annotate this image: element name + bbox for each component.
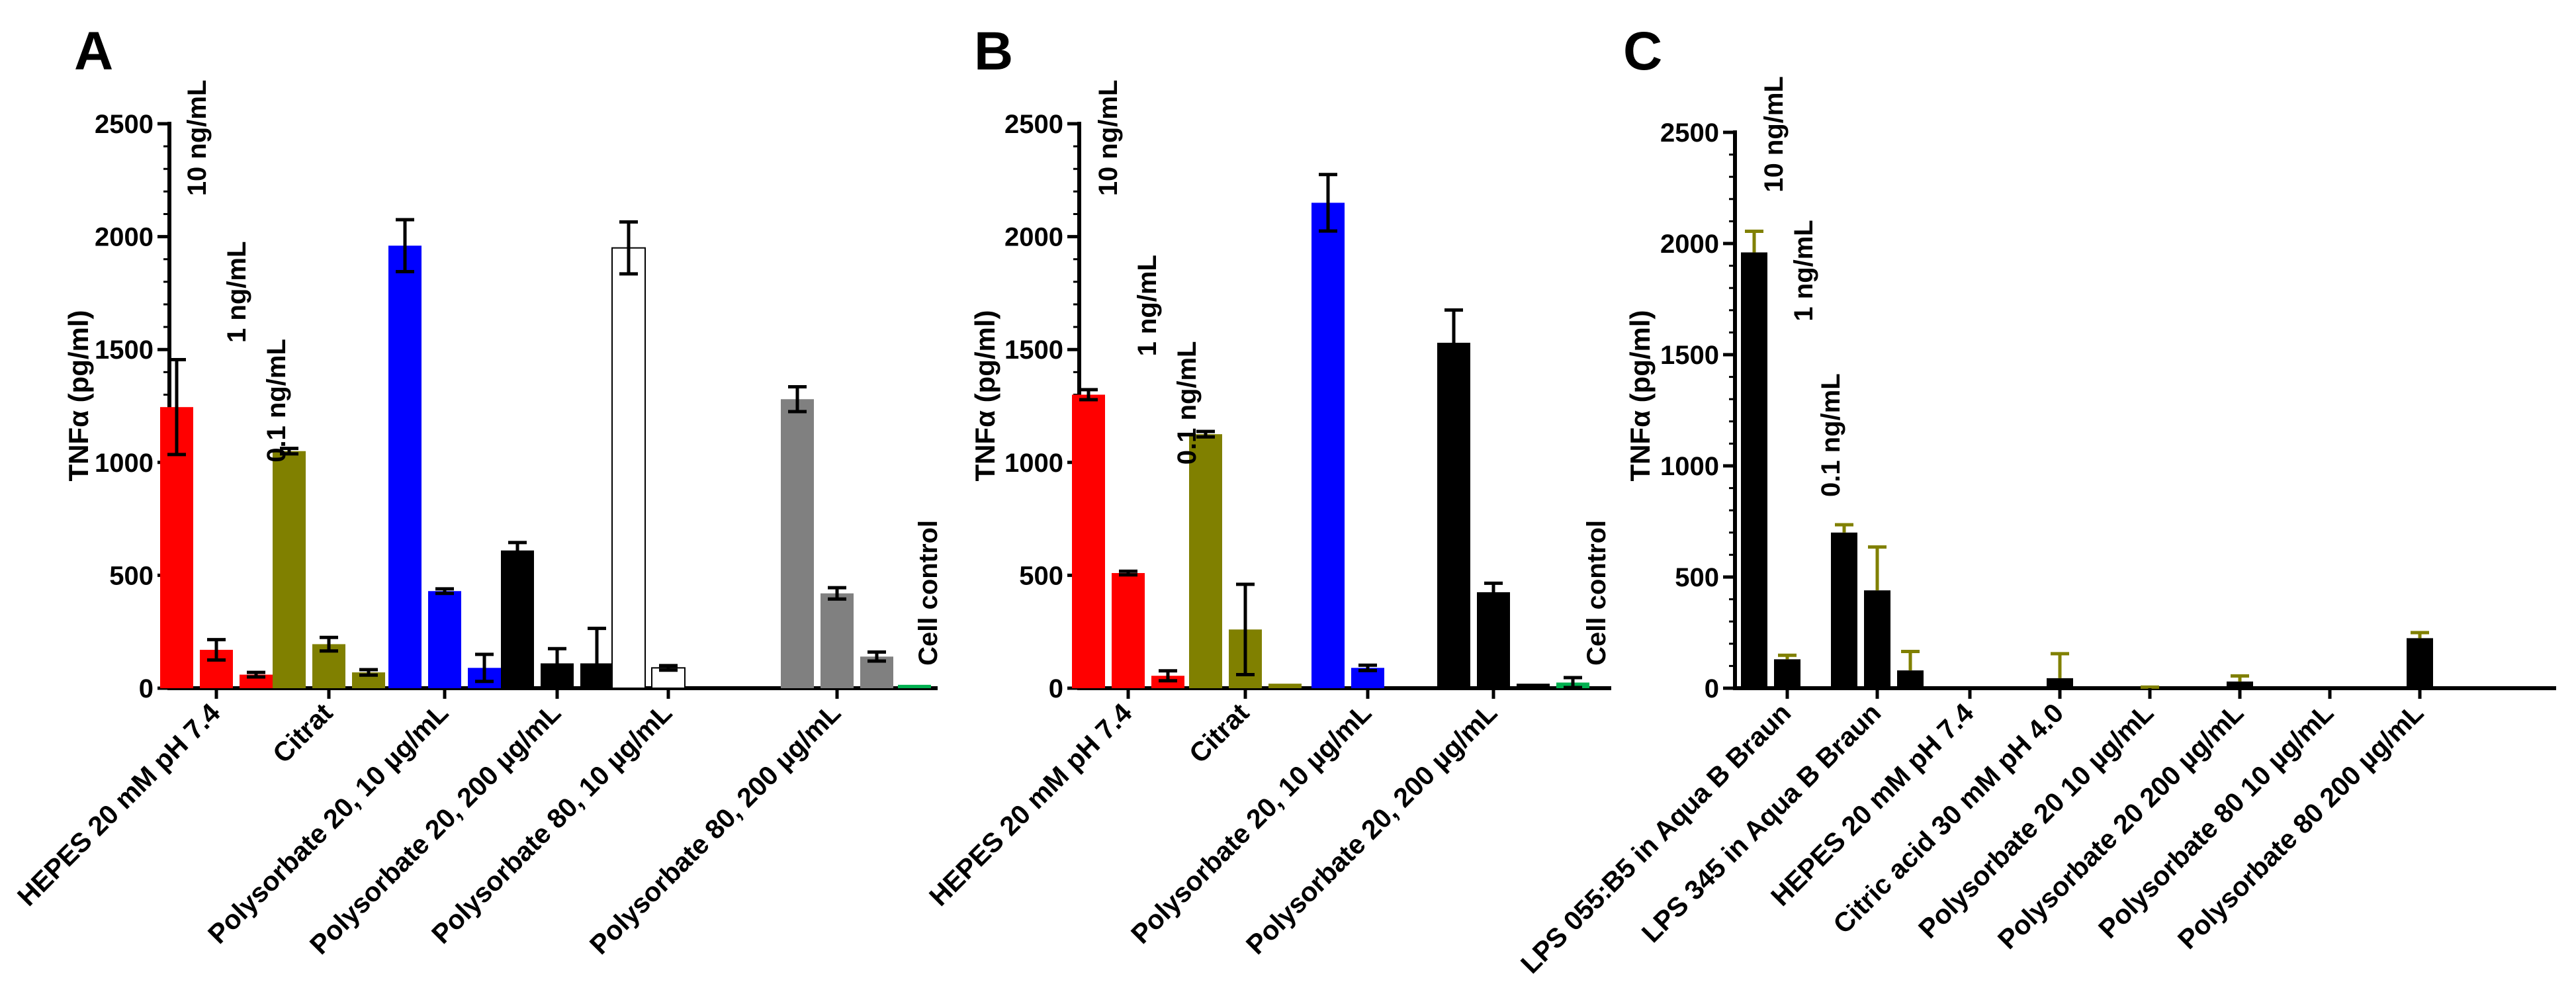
bar <box>1897 670 1924 688</box>
bar <box>2227 681 2253 688</box>
bar <box>1437 342 1470 688</box>
y-tick-label: 2000 <box>1660 230 1719 259</box>
bar <box>1831 532 1857 688</box>
concentration-annotation: Cell control <box>914 520 943 666</box>
bar <box>1741 252 1767 688</box>
x-category-label: HEPES 20 mM pH 7.4 <box>11 697 226 912</box>
concentration-annotation: Cell control <box>1582 520 1611 666</box>
panel-letter-a: A <box>74 21 113 81</box>
bar <box>2407 638 2433 688</box>
bar <box>1477 592 1510 688</box>
bar <box>388 246 422 688</box>
y-axis-label-a: TNFα (pg/ml) <box>63 310 94 481</box>
bar <box>1774 659 1800 688</box>
x-category-label: Polysorbate 20, 10 µg/mL <box>1125 697 1377 950</box>
y-tick-label: 1000 <box>1660 452 1719 481</box>
concentration-annotation: 0.1 ng/mL <box>262 339 291 463</box>
y-tick-label: 2000 <box>1004 223 1063 252</box>
bar <box>1864 590 1890 688</box>
y-tick-label: 500 <box>1019 561 1063 590</box>
bar <box>611 247 646 690</box>
concentration-annotation: 10 ng/mL <box>183 80 212 197</box>
y-tick-label: 1500 <box>95 335 154 365</box>
concentration-annotation: 10 ng/mL <box>1094 80 1123 197</box>
y-axis-label-c: TNFα (pg/ml) <box>1624 310 1656 481</box>
y-tick-label: 0 <box>1049 674 1063 703</box>
concentration-annotation: 0.1 ng/mL <box>1816 373 1845 497</box>
panel-b: B TNFα (pg/ml) 0 500 1000 1500 2000 2500 HEPES… <box>923 21 1611 960</box>
y-axis-label-b: TNFα (pg/ml) <box>969 310 1000 481</box>
concentration-annotation: 1 ng/mL <box>1789 220 1818 321</box>
y-tick-label: 500 <box>109 561 154 590</box>
bar <box>2047 678 2073 688</box>
y-tick-label: 1500 <box>1004 335 1063 365</box>
bar <box>1517 684 1550 688</box>
bar <box>501 550 534 688</box>
bar <box>1072 394 1105 688</box>
concentration-annotation: 0.1 ng/mL <box>1173 341 1202 465</box>
bar <box>821 593 854 688</box>
x-category-label: Citrat <box>1183 697 1255 769</box>
panel-letter-c: C <box>1623 21 1662 81</box>
bar <box>1311 202 1345 688</box>
bar <box>273 451 306 688</box>
y-tick-label: 2500 <box>1660 118 1719 148</box>
y-tick-label: 1000 <box>95 449 154 478</box>
bar <box>428 591 461 688</box>
x-category-label: Polysorbate 20, 200 µg/mL <box>1240 697 1503 960</box>
x-category-label: HEPES 20 mM pH 7.4 <box>923 697 1137 912</box>
y-tick-label: 1500 <box>1660 341 1719 370</box>
panel-letter-b: B <box>974 21 1013 81</box>
bar <box>898 684 931 688</box>
y-tick-label: 2500 <box>95 110 154 139</box>
bar <box>1112 572 1145 688</box>
x-category-label: Polysorbate 20, 10 µg/mL <box>202 697 454 950</box>
y-tick-label: 1000 <box>1004 449 1063 478</box>
y-tick-label: 0 <box>1705 674 1719 703</box>
concentration-annotation: 1 ng/mL <box>1133 255 1162 356</box>
x-category-label: Citrat <box>267 697 338 769</box>
bar <box>781 399 814 688</box>
y-tick-label: 0 <box>139 674 154 703</box>
y-tick-label: 500 <box>1675 563 1719 592</box>
panel-a: A TNFα (pg/ml) 0 500 1000 1500 2000 2500 HEPES… <box>11 21 943 960</box>
bar <box>1189 434 1222 688</box>
bar <box>1268 684 1302 688</box>
y-tick-label: 2500 <box>1004 110 1063 139</box>
concentration-annotation: 1 ng/mL <box>222 242 251 343</box>
concentration-annotation: 10 ng/mL <box>1759 76 1789 193</box>
y-tick-label: 2000 <box>95 223 154 252</box>
